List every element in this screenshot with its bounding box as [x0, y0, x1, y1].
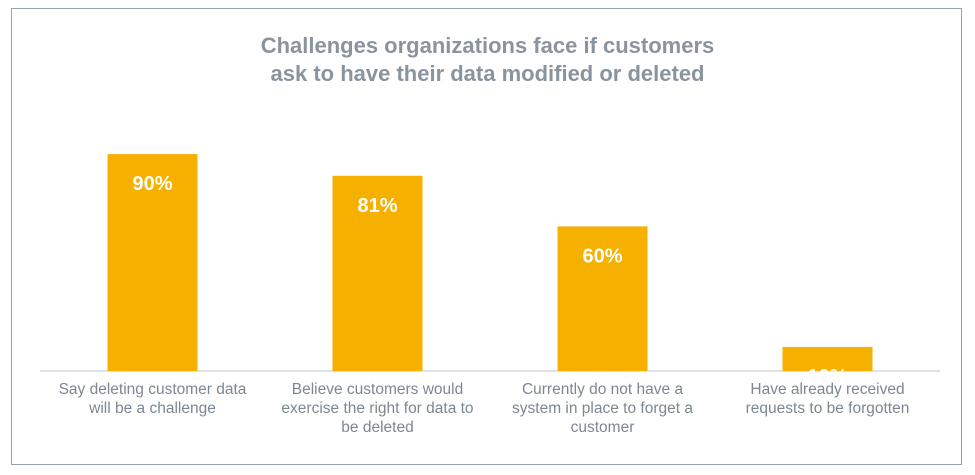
- category-label-line: exercise the right for data to: [281, 400, 473, 417]
- category-label-line: customer: [571, 419, 635, 436]
- bar-2: [332, 175, 423, 371]
- bar-value-label-2: 81%: [357, 195, 397, 217]
- category-label-4: Have already received requests to be forg…: [746, 381, 910, 417]
- bar-1: [107, 154, 198, 371]
- category-label-line: Say deleting customer data: [59, 381, 247, 398]
- chart-title-line-1: Challenges organizations face if custome…: [260, 33, 715, 58]
- chart-title-line-2: ask to have their data modified or delet…: [270, 61, 705, 86]
- bars-group: [107, 154, 873, 371]
- value-labels-group: 90% 81% 60% 10%: [132, 173, 847, 388]
- bar-value-label-4: 10%: [807, 366, 847, 388]
- bar-4: [782, 346, 873, 371]
- category-label-line: be deleted: [341, 419, 413, 436]
- bar-value-label-3: 60%: [582, 245, 622, 267]
- category-label-line: Currently do not have a: [522, 381, 684, 398]
- bar-3: [557, 226, 648, 371]
- category-labels-group: Say deleting customer data will be a chal…: [59, 381, 910, 436]
- category-label-line: Have already received: [750, 381, 904, 398]
- chart-title: Challenges organizations face if custome…: [0, 32, 975, 88]
- category-label-2: Believe customers would exercise the righ…: [281, 381, 473, 436]
- category-label-line: will be a challenge: [88, 400, 216, 417]
- category-label-line: system in place to forget a: [512, 400, 693, 417]
- category-label-3: Currently do not have a system in place t…: [512, 381, 693, 436]
- category-label-line: requests to be forgotten: [746, 400, 910, 417]
- category-label-line: Believe customers would: [292, 381, 463, 398]
- category-label-1: Say deleting customer data will be a chal…: [59, 381, 247, 417]
- bar-value-label-1: 90%: [132, 173, 172, 195]
